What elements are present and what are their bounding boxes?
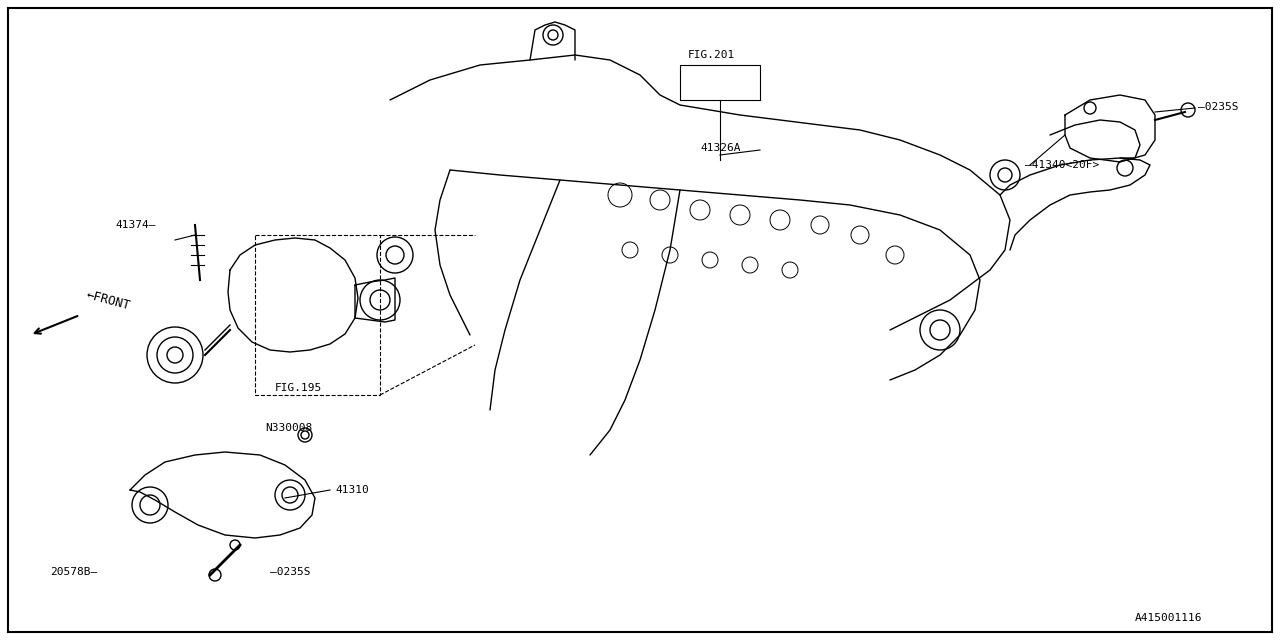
Text: —41340<20F>: —41340<20F> <box>1025 160 1100 170</box>
Text: 41374—: 41374— <box>115 220 155 230</box>
FancyBboxPatch shape <box>8 8 1272 632</box>
Text: 41326A: 41326A <box>700 143 741 153</box>
Text: N330008: N330008 <box>265 423 312 433</box>
Text: FIG.201: FIG.201 <box>689 50 735 60</box>
Text: FIG.195: FIG.195 <box>275 383 323 393</box>
Text: 20578B—: 20578B— <box>50 567 97 577</box>
Text: 41310: 41310 <box>335 485 369 495</box>
Text: —0235S: —0235S <box>270 567 311 577</box>
Text: ←FRONT: ←FRONT <box>84 289 132 313</box>
Text: A415001116: A415001116 <box>1135 613 1202 623</box>
Text: —0235S: —0235S <box>1198 102 1239 112</box>
